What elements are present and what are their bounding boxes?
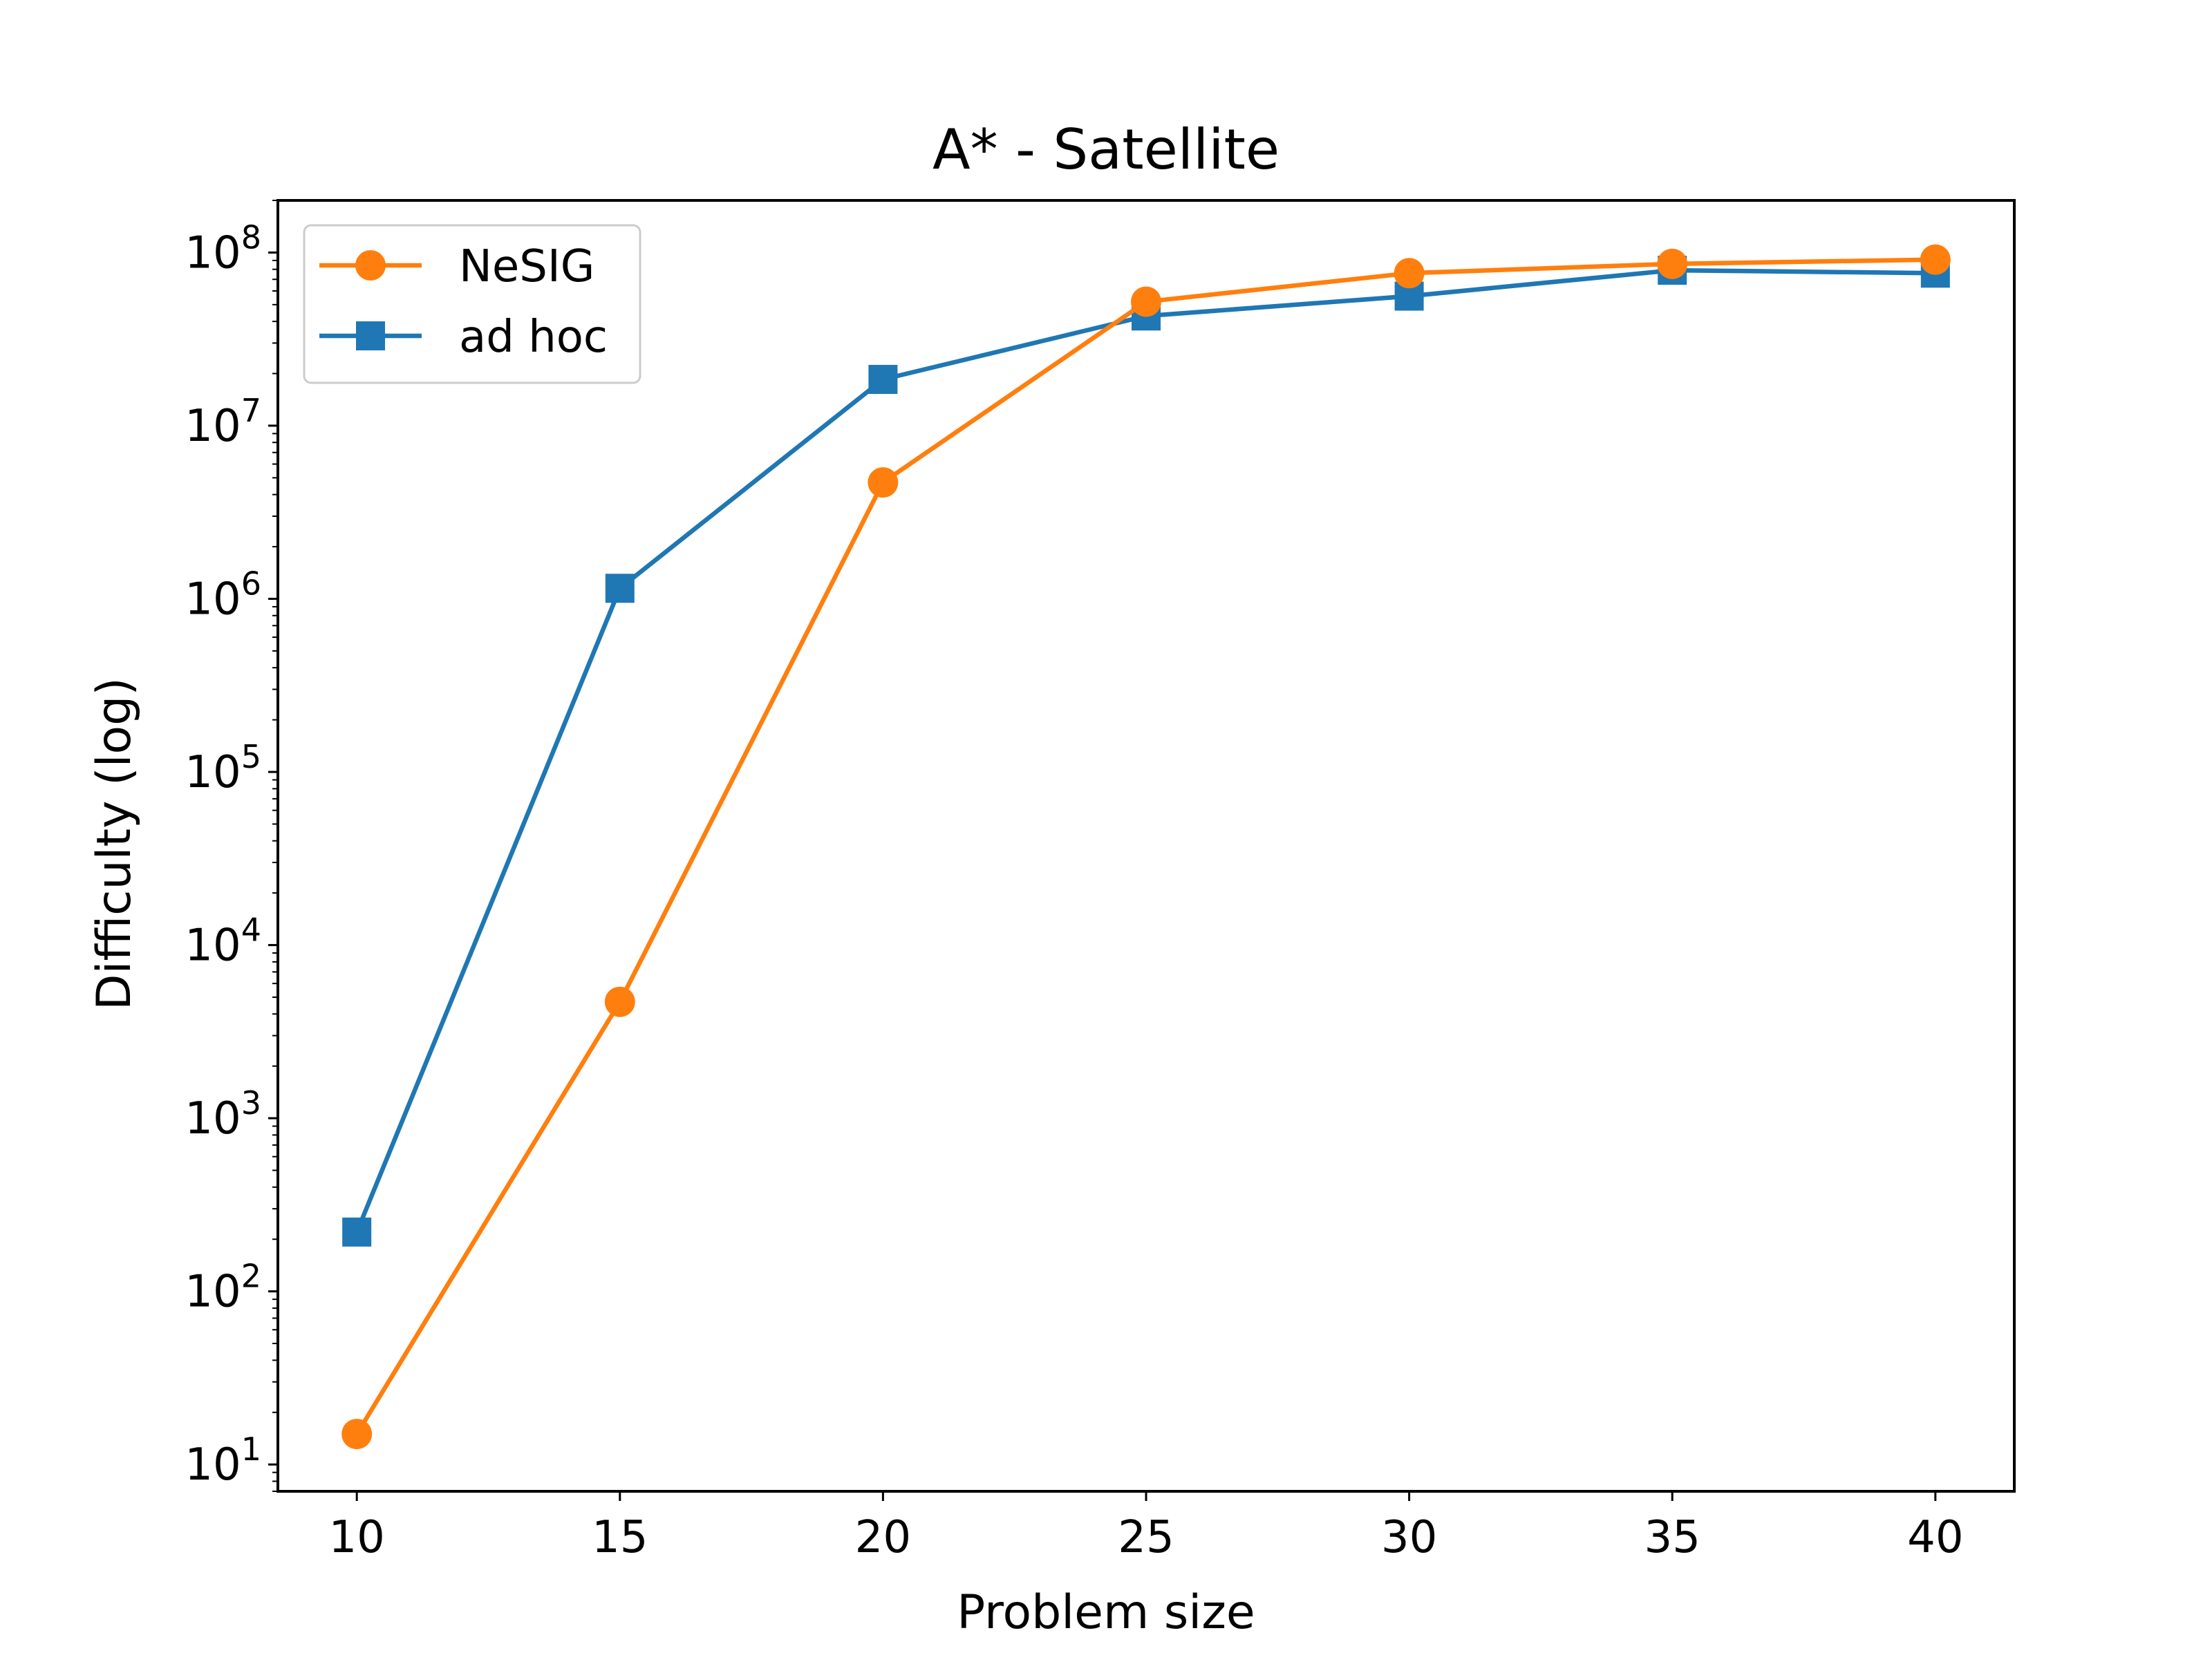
y-tick-label: 105 — [185, 738, 261, 798]
y-tick-base: 10 — [185, 747, 241, 798]
y-tick-exponent: 8 — [241, 218, 261, 256]
data-point — [1920, 244, 1951, 275]
y-tick-base: 10 — [185, 227, 241, 278]
x-axis-label: Problem size — [957, 1585, 1255, 1640]
y-tick-label: 107 — [185, 392, 261, 452]
y-tick-base: 10 — [185, 1267, 241, 1318]
x-tick-label: 25 — [1118, 1512, 1174, 1563]
legend-label: NeSIG — [459, 241, 594, 292]
y-tick-base: 10 — [185, 1439, 241, 1491]
y-tick-base: 10 — [185, 401, 241, 452]
data-point — [1657, 248, 1688, 279]
data-point — [868, 365, 898, 395]
series-nesig — [341, 244, 1951, 1450]
y-tick-label: 103 — [185, 1084, 261, 1144]
legend-marker — [355, 250, 386, 281]
data-point — [342, 1217, 372, 1247]
x-tick-label: 30 — [1381, 1512, 1437, 1563]
x-tick-label: 40 — [1907, 1512, 1963, 1563]
data-point — [1394, 258, 1425, 289]
y-tick-label: 101 — [185, 1430, 261, 1491]
y-tick-exponent: 1 — [241, 1430, 261, 1468]
y-tick-exponent: 7 — [241, 392, 261, 429]
y-tick-label: 106 — [185, 565, 261, 625]
y-tick-exponent: 5 — [241, 738, 261, 775]
y-tick-exponent: 6 — [241, 565, 261, 602]
y-tick-base: 10 — [185, 920, 241, 972]
y-tick-base: 10 — [185, 1093, 241, 1144]
x-tick-label: 10 — [328, 1512, 384, 1563]
y-tick-exponent: 3 — [241, 1084, 261, 1122]
legend: NeSIG ad hoc — [303, 224, 641, 384]
x-tick-label: 35 — [1644, 1512, 1700, 1563]
x-tick-label: 15 — [592, 1512, 648, 1563]
x-tick-label: 20 — [855, 1512, 911, 1563]
plot-series — [341, 244, 1951, 1450]
y-tick-label: 102 — [185, 1258, 261, 1318]
y-tick-exponent: 2 — [241, 1258, 261, 1295]
plot-frame — [276, 199, 2016, 1493]
data-point — [604, 986, 635, 1017]
y-tick-exponent: 4 — [241, 912, 261, 949]
data-point — [605, 574, 635, 603]
x-axis: 10 15 20 25 30 35 40 — [328, 1491, 1964, 1563]
y-axis-label: Difficulty (log) — [87, 677, 142, 1010]
legend-label: ad hoc — [459, 312, 608, 363]
chart-title: A* - Satellite — [932, 117, 1280, 182]
legend-marker — [356, 321, 385, 350]
data-point — [341, 1419, 373, 1450]
data-point — [1131, 286, 1161, 317]
data-point — [868, 467, 899, 498]
y-tick-label: 108 — [185, 218, 261, 278]
y-tick-base: 10 — [185, 574, 241, 625]
y-tick-label: 104 — [185, 912, 261, 972]
